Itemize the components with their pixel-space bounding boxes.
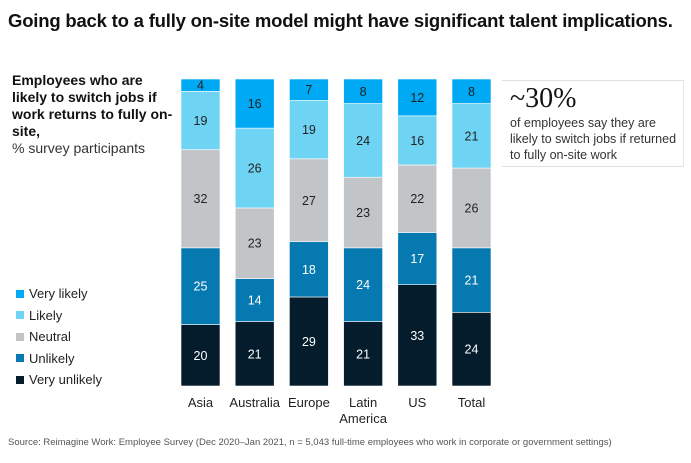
bar-segment-very-likely (397, 78, 438, 117)
bar-segment-neutral (397, 164, 438, 233)
data-label: 33 (410, 329, 424, 343)
bar-segment-very-unlikely (180, 324, 221, 387)
legend: Very likely Likely Neutral Unlikely Very… (16, 283, 102, 391)
data-label: 25 (194, 280, 208, 294)
data-label: 19 (194, 114, 208, 128)
data-label: 21 (248, 347, 262, 361)
legend-label: Unlikely (29, 350, 75, 366)
data-label: 16 (248, 97, 262, 111)
bar-segment-very-likely (234, 78, 275, 129)
data-label: 8 (360, 85, 367, 99)
bar-segment-very-unlikely (397, 284, 438, 387)
data-label: 24 (356, 134, 370, 148)
x-tick-label: US (408, 395, 426, 410)
bar-segment-likely (397, 115, 438, 166)
bar-segment-very-likely (343, 78, 383, 104)
data-label: 14 (248, 294, 262, 308)
data-label: 24 (356, 278, 370, 292)
legend-item-very-likely: Very likely (16, 283, 102, 305)
bar-segment-likely (343, 103, 383, 178)
x-tick-label: Latin (349, 395, 377, 410)
data-label: 29 (302, 335, 316, 349)
legend-swatch-very-likely (16, 289, 24, 298)
bar-group-australia: 21 14 23 26 16 Australia (229, 78, 281, 410)
legend-label: Very unlikely (29, 372, 102, 388)
callout-text: of employees say they are likely to swit… (510, 116, 677, 162)
bar-segment-very-unlikely (234, 321, 275, 387)
bar-segment-neutral (234, 207, 275, 279)
bar-segment-unlikely (234, 278, 275, 322)
bar-segment-neutral (451, 167, 492, 249)
bar-segment-neutral (180, 149, 221, 249)
x-tick-label: Europe (288, 395, 330, 410)
legend-item-very-unlikely: Very unlikely (16, 369, 102, 391)
x-tick-label: Total (458, 395, 486, 410)
bar-segment-very-unlikely (451, 312, 492, 387)
bar-segment-very-unlikely (343, 321, 383, 387)
data-label: 21 (465, 129, 479, 143)
legend-label: Likely (29, 307, 63, 323)
bar-segment-very-likely (180, 78, 221, 92)
data-label: 23 (248, 237, 262, 251)
legend-label: Neutral (29, 329, 71, 345)
data-label: 18 (302, 263, 316, 277)
legend-label: Very likely (29, 286, 88, 302)
x-tick-label: Asia (188, 395, 214, 410)
bar-segment-likely (289, 100, 329, 160)
data-label: 20 (194, 349, 208, 363)
x-tick-label: America (339, 411, 387, 426)
data-label: 4 (197, 79, 204, 93)
callout-stat: ~30% (510, 83, 577, 114)
data-label: 32 (194, 192, 208, 206)
legend-swatch-very-unlikely (16, 375, 24, 384)
bar-segment-unlikely (180, 247, 221, 325)
legend-item-unlikely: Unlikely (16, 348, 102, 370)
data-label: 12 (410, 91, 424, 105)
data-label: 23 (356, 206, 370, 220)
legend-swatch-unlikely (16, 354, 24, 363)
bar-segment-likely (451, 103, 492, 169)
callout-box: ~30% of employees say they are likely to… (502, 80, 684, 167)
chart-subtitle: Employees who are likely to switch jobs … (12, 72, 177, 157)
data-label: 7 (305, 83, 312, 97)
source-note: Source: Reimagine Work: Employee Survey … (8, 437, 612, 448)
subtitle-unit: % survey participants (12, 140, 146, 156)
bar-segment-unlikely (397, 232, 438, 285)
bar-segment-very-unlikely (289, 296, 329, 387)
bar-group-total: 24 21 26 21 8 Total (451, 78, 492, 410)
bar-segment-unlikely (343, 247, 383, 322)
legend-item-likely: Likely (16, 305, 102, 327)
bar-group-asia: 20 25 32 19 4 Asia (180, 78, 221, 410)
bar-segment-likely (234, 127, 275, 209)
legend-swatch-likely (16, 311, 24, 320)
bar-segment-likely (180, 90, 221, 150)
x-tick-label: Australia (229, 395, 280, 410)
data-label: 17 (410, 252, 424, 266)
data-label: 22 (410, 192, 424, 206)
bar-group-europe: 29 18 27 19 7 Europe (288, 78, 330, 410)
data-label: 19 (302, 123, 316, 137)
data-label: 21 (356, 347, 370, 361)
legend-item-neutral: Neutral (16, 326, 102, 348)
data-label: 27 (302, 194, 316, 208)
bar-group-us: 33 17 22 16 12 US (397, 78, 438, 410)
data-label: 24 (465, 343, 479, 357)
data-label: 26 (465, 201, 479, 215)
legend-swatch-neutral (16, 332, 24, 341)
data-label: 21 (465, 274, 479, 288)
subtitle-description: Employees who are likely to switch jobs … (12, 72, 173, 139)
bar-segment-very-likely (289, 78, 329, 101)
data-label: 8 (468, 85, 475, 99)
bar-segment-very-likely (451, 78, 492, 104)
data-label: 26 (248, 162, 262, 176)
data-label: 16 (410, 134, 424, 148)
chart-title: Going back to a fully on-site model migh… (8, 10, 673, 31)
